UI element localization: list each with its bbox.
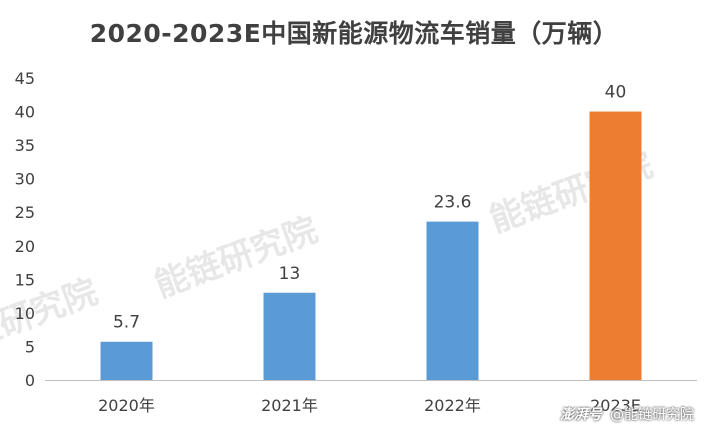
y-tick-label: 30 [15, 170, 35, 189]
y-tick-label: 20 [15, 237, 35, 256]
y-tick-label: 35 [15, 136, 35, 155]
x-tick-label: 2023E [590, 396, 641, 415]
bar-4 [589, 111, 642, 381]
x-tick-label: 2021年 [261, 396, 318, 415]
bar-2 [263, 292, 316, 380]
y-tick-label: 45 [15, 69, 35, 88]
credit-line: 澎湃号 @能链研究院 [560, 404, 694, 424]
bar-1 [100, 341, 153, 380]
y-tick-label: 5 [25, 337, 35, 356]
bar-3 [426, 221, 479, 380]
y-tick-label: 25 [15, 203, 35, 222]
y-tick-label: 40 [15, 103, 35, 122]
data-label: 13 [279, 264, 301, 284]
y-tick-label: 10 [15, 304, 35, 323]
credit-author: @能链研究院 [610, 407, 694, 423]
x-tick-label: 2022年 [424, 396, 481, 415]
data-label: 23.6 [434, 193, 472, 213]
data-label: 5.7 [113, 313, 140, 333]
x-tick-label: 2020年 [98, 396, 155, 415]
credit-brand: 澎湃号 [560, 407, 602, 423]
chart-title: 2020-2023E中国新能源物流车销量（万辆） [89, 19, 619, 48]
data-label: 40 [605, 83, 627, 103]
y-tick-label: 0 [25, 371, 35, 390]
y-tick-label: 15 [15, 270, 35, 289]
